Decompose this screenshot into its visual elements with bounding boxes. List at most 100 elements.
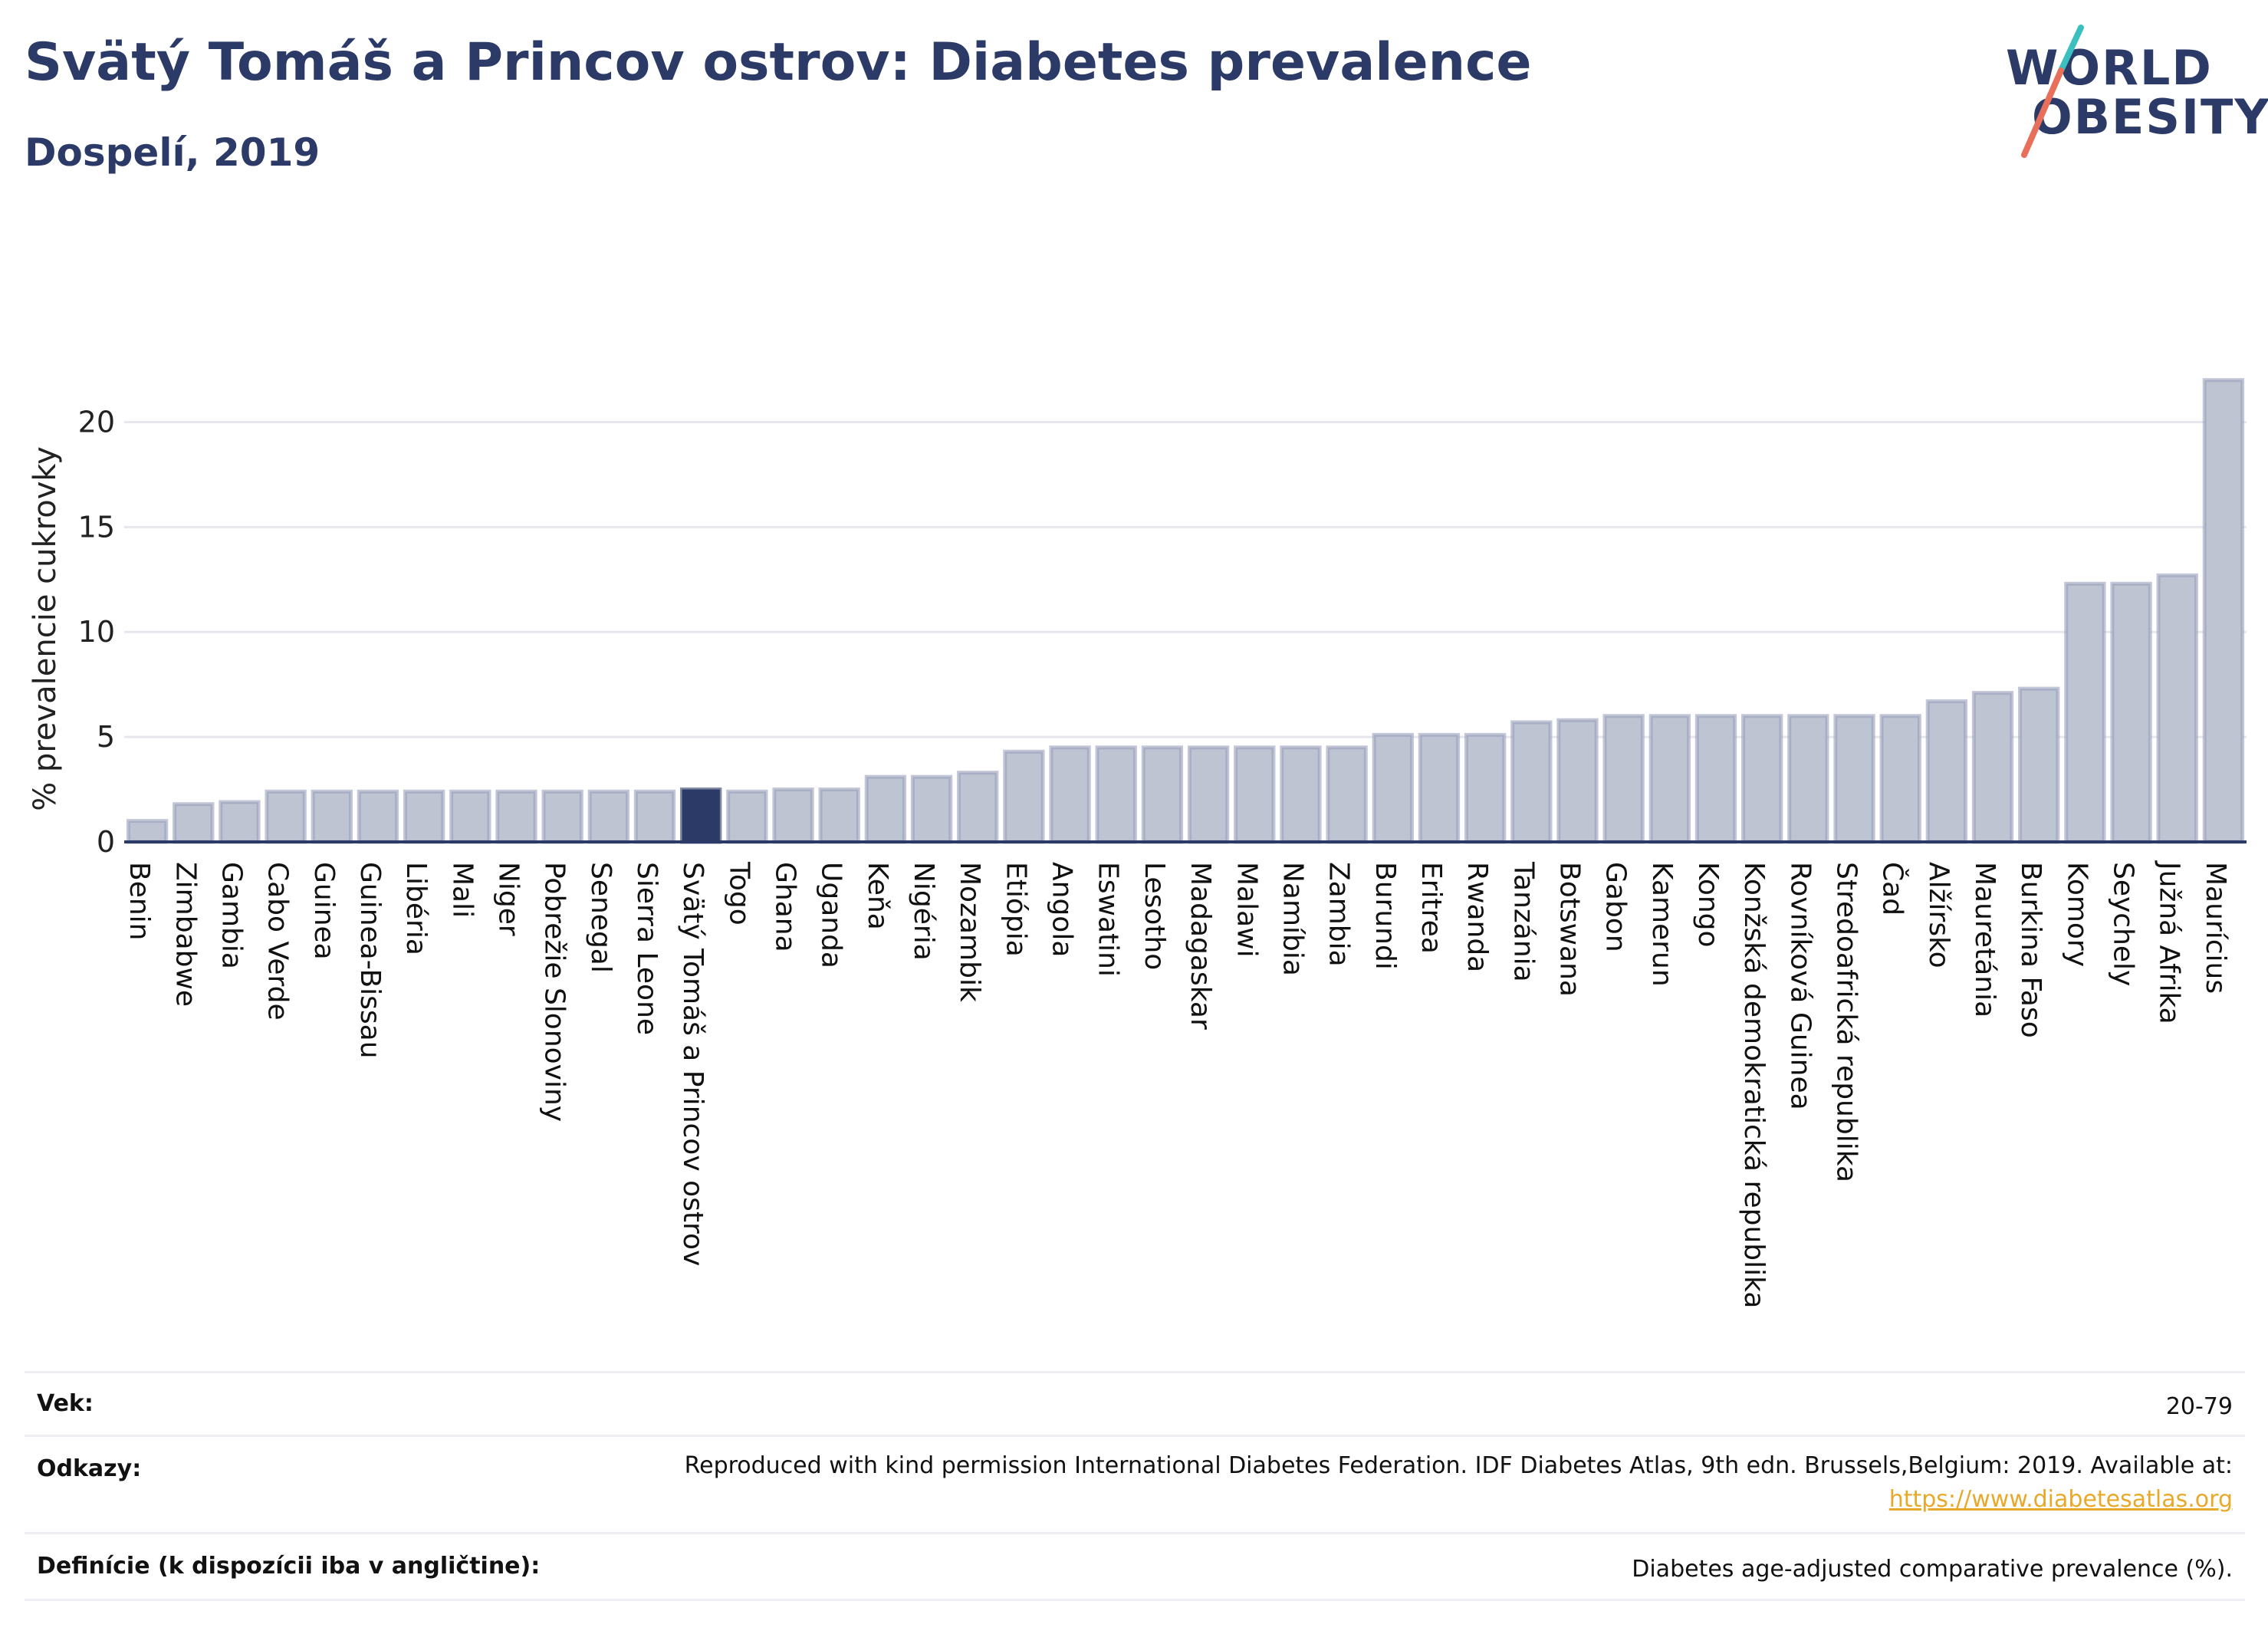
x-tick-label: Sierra Leone (631, 862, 662, 1035)
footer-row-references: Odkazy: Reproduced with kind permission … (25, 1435, 2245, 1532)
bar-23[interactable] (1187, 745, 1230, 844)
x-tick-label: Čad (1877, 862, 1909, 916)
bar-9[interactable] (541, 789, 583, 844)
bar-22[interactable] (1141, 745, 1184, 844)
x-tick-label: Zimbabwe (169, 862, 201, 1007)
bar-45[interactable] (2202, 378, 2245, 844)
age-value: 20-79 (2165, 1393, 2233, 1420)
footer-row-definitions: Definície (k dispozícii iba v angličtine… (25, 1532, 2245, 1601)
bar-17[interactable] (910, 774, 953, 844)
world-obesity-logo[interactable]: WORLD OBESITY (2001, 23, 2268, 161)
x-tick-label: Gabon (1600, 862, 1632, 952)
references-value: Reproduced with kind permission Internat… (685, 1449, 2233, 1517)
bar-44[interactable] (2156, 573, 2198, 844)
references-label: Odkazy: (37, 1455, 142, 1482)
bar-18[interactable] (957, 771, 999, 844)
bars (126, 378, 2245, 844)
x-tick-label: Guinea-Bissau (354, 862, 386, 1059)
x-tick-label: Maurícius (2200, 862, 2231, 994)
definitions-value: Diabetes age-adjusted comparative preval… (1632, 1556, 2233, 1583)
bar-15[interactable] (818, 787, 860, 844)
bar-30[interactable] (1510, 720, 1553, 844)
bar-35[interactable] (1741, 714, 1783, 844)
x-tick-label: Gambia (215, 862, 247, 969)
x-tick-label: Konžská demokratická republika (1738, 862, 1770, 1308)
y-tick-label: 15 (78, 510, 115, 544)
bar-7[interactable] (449, 789, 491, 844)
bar-39[interactable] (1925, 699, 1968, 844)
bar-43[interactable] (2110, 581, 2152, 844)
x-tick-label: Etiópia (1000, 862, 1031, 957)
logo-line-1: WORLD (2006, 40, 2213, 96)
references-text: Reproduced with kind permission Internat… (684, 1452, 2233, 1479)
bar-6[interactable] (403, 789, 445, 844)
bar-chart: 0 5 10 15 20 Benin Zimbabwe Gambia Cabo Verde Gu… (28, 378, 2247, 1308)
x-tick-label: Malawi (1231, 862, 1262, 958)
bar-3[interactable] (265, 789, 307, 844)
x-tick-label: Seychely (2108, 862, 2139, 986)
x-tick-label: Ghana (770, 862, 801, 952)
x-tick-label: Rovníková Guinea (1784, 862, 1816, 1110)
bar-11[interactable] (633, 789, 676, 844)
bar-8[interactable] (495, 789, 537, 844)
bar-2[interactable] (219, 800, 261, 844)
x-tick-label: Eritrea (1415, 862, 1447, 954)
footer-row-age: Vek: 20-79 (25, 1371, 2245, 1435)
x-tick-label: Libéria (400, 862, 432, 955)
bar-29[interactable] (1464, 732, 1507, 844)
x-tick-label: Eswatini (1093, 862, 1124, 977)
bar-5[interactable] (357, 789, 399, 844)
x-tick-label: Togo (723, 861, 754, 925)
grid-lines (124, 420, 2247, 738)
logo-slash-icon (2021, 25, 2084, 158)
bar-4[interactable] (311, 789, 353, 844)
bar-12[interactable] (680, 787, 722, 844)
bar-41[interactable] (2018, 686, 2060, 844)
footer-table: Vek: 20-79 Odkazy: Reproduced with kind … (25, 1371, 2245, 1601)
bar-38[interactable] (1879, 714, 1921, 844)
x-tick-label: Namíbia (1277, 862, 1308, 976)
references-link[interactable]: https://www.diabetesatlas.org (1888, 1486, 2233, 1513)
bar-19[interactable] (1003, 749, 1045, 844)
x-tick-label: Kongo (1692, 862, 1724, 948)
bar-34[interactable] (1694, 714, 1737, 844)
x-tick-label: Lesotho (1139, 862, 1170, 970)
bar-27[interactable] (1372, 732, 1414, 844)
bar-20[interactable] (1049, 745, 1091, 844)
bar-42[interactable] (2064, 581, 2106, 844)
y-tick-label: 5 (97, 720, 115, 754)
x-tick-label: Stredoafrická republika (1831, 862, 1862, 1182)
x-tick-label: Burundi (1369, 862, 1401, 970)
x-tick-label: Guinea (308, 862, 340, 960)
bar-33[interactable] (1648, 714, 1691, 844)
x-tick-label: Pobrežie Slonoviny (539, 862, 570, 1122)
x-axis-labels: Benin Zimbabwe Gambia Cabo Verde Guinea Guine… (123, 860, 2231, 1308)
bar-0[interactable] (126, 819, 169, 844)
bar-36[interactable] (1787, 714, 1829, 844)
x-tick-label: Angola (1047, 862, 1078, 957)
chart-subtitle: Dospelí, 2019 (25, 130, 320, 175)
bar-31[interactable] (1556, 718, 1599, 844)
x-tick-label: Nigéria (908, 862, 939, 961)
bar-1[interactable] (173, 802, 215, 844)
x-tick-label: Rwanda (1461, 862, 1493, 972)
x-tick-label: Uganda (816, 862, 847, 968)
logo-line-2: OBESITY (2032, 89, 2268, 145)
bar-16[interactable] (864, 774, 907, 844)
bar-26[interactable] (1326, 745, 1368, 844)
bar-24[interactable] (1234, 745, 1276, 844)
bar-28[interactable] (1418, 732, 1461, 844)
bar-37[interactable] (1833, 714, 1875, 844)
bar-10[interactable] (587, 789, 629, 844)
bar-14[interactable] (772, 787, 814, 844)
x-tick-label: Burkina Faso (2015, 862, 2046, 1038)
bar-25[interactable] (1280, 745, 1322, 844)
y-axis-label: % prevalencie cukrovky (28, 446, 63, 811)
bar-13[interactable] (726, 789, 768, 844)
x-tick-label: Južná Afrika (2154, 860, 2185, 1024)
bar-21[interactable] (1095, 745, 1137, 844)
bar-32[interactable] (1602, 714, 1645, 844)
y-tick-label: 20 (78, 405, 115, 439)
x-tick-label: Mozambik (954, 862, 985, 1002)
bar-40[interactable] (1971, 691, 2014, 844)
